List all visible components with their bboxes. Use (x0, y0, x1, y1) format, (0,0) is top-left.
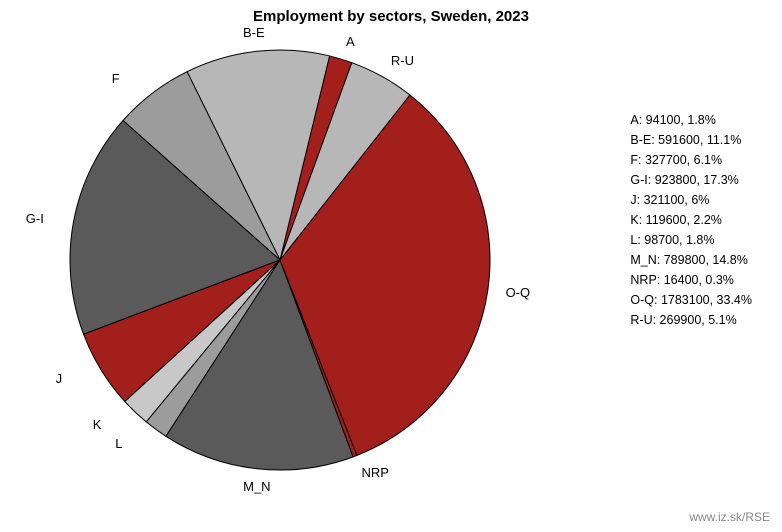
chart-title: Employment by sectors, Sweden, 2023 (0, 8, 782, 25)
legend-item: M_N: 789800, 14.8% (630, 250, 752, 270)
legend-item: NRP: 16400, 0.3% (630, 270, 752, 290)
slice-label-f: F (112, 71, 120, 86)
legend-item: R-U: 269900, 5.1% (630, 310, 752, 330)
slice-label-gi: G-I (26, 211, 44, 226)
slice-label-oq: O-Q (506, 285, 531, 300)
legend: A: 94100, 1.8%B-E: 591600, 11.1%F: 32770… (630, 110, 752, 330)
legend-item: A: 94100, 1.8% (630, 110, 752, 130)
legend-item: G-I: 923800, 17.3% (630, 170, 752, 190)
slice-label-a: A (346, 34, 355, 49)
slice-label-be: B-E (243, 25, 265, 40)
slice-label-mn: M_N (243, 479, 270, 494)
slice-label-ru: R-U (391, 53, 414, 68)
source-url: www.iz.sk/RSE (689, 510, 770, 524)
legend-item: B-E: 591600, 11.1% (630, 130, 752, 150)
slice-label-nrp: NRP (361, 465, 388, 480)
slice-label-k: K (93, 417, 102, 432)
slice-label-l: L (115, 436, 122, 451)
legend-item: J: 321100, 6% (630, 190, 752, 210)
slice-label-j: J (56, 371, 63, 386)
legend-item: K: 119600, 2.2% (630, 210, 752, 230)
pie-chart (60, 40, 500, 480)
legend-item: L: 98700, 1.8% (630, 230, 752, 250)
legend-item: F: 327700, 6.1% (630, 150, 752, 170)
legend-item: O-Q: 1783100, 33.4% (630, 290, 752, 310)
